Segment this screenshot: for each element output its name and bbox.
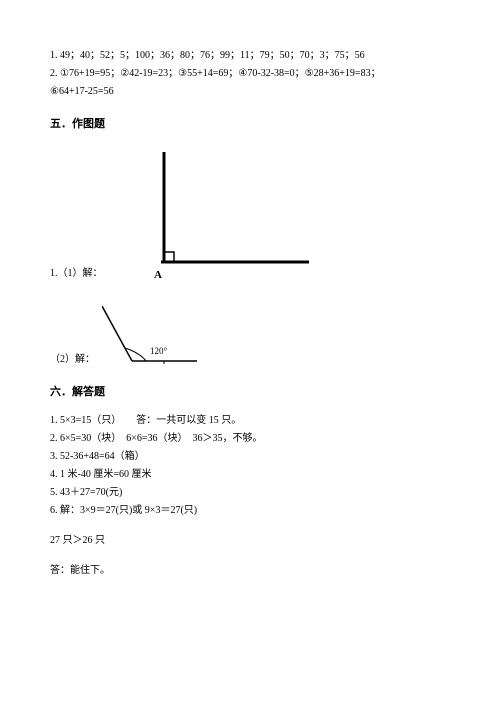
answer-6: 6. 解：3×9＝27(只)或 9×3＝27(只) [50, 503, 450, 519]
right-angle-diagram: A [109, 152, 319, 282]
answer-4: 4. 1 米-40 厘米=60 厘米 [50, 467, 450, 483]
figure-right-angle: 1.（1）解： A [50, 152, 450, 282]
section-5-title: 五．作图题 [50, 116, 450, 134]
answer-8: 答：能住下。 [50, 563, 450, 579]
answer-5: 5. 43＋27=70(元) [50, 485, 450, 501]
figure-obtuse-angle: （2）解： 120° [50, 306, 450, 368]
angle-ray-1 [102, 306, 132, 361]
answers-block: 1. 5×3=15（只） 答：一共可以变 15 只。 2. 6×5=30（块） … [50, 413, 450, 579]
answer-7: 27 只＞26 只 [50, 533, 450, 549]
answer-3: 3. 52-36+48=64（箱） [50, 449, 450, 465]
angle-120-diagram: 120° [102, 306, 212, 368]
header-line-3: ⑥64+17-25=56 [50, 84, 450, 100]
item-1-label: 1.（1）解： [50, 266, 103, 282]
answer-2: 2. 6×5=30（块） 6×6=36（块） 36＞35，不够。 [50, 431, 450, 447]
item-2-label: （2）解： [50, 352, 95, 368]
point-a-label: A [154, 269, 162, 281]
header-line-2: 2. ①76+19=95；②42-19=23；③55+14=69；④70-32-… [50, 66, 450, 82]
angle-value-label: 120° [150, 346, 168, 356]
answer-1: 1. 5×3=15（只） 答：一共可以变 15 只。 [50, 413, 450, 429]
header-line-1: 1. 49；40；52；5；100；36；80；76；99；11；79；50；7… [50, 48, 450, 64]
section-6-title: 六．解答题 [50, 384, 450, 402]
